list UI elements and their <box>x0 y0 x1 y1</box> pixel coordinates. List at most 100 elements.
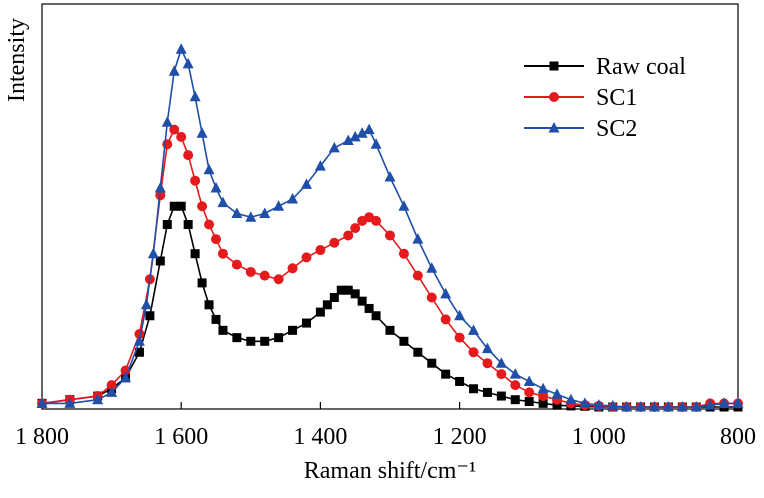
data-point-sc1 <box>217 248 228 259</box>
data-point-raw-coal <box>469 384 479 394</box>
data-point-raw-coal <box>329 293 339 302</box>
x-tick-label: 1 400 <box>293 424 347 450</box>
data-point-sc2 <box>210 182 222 193</box>
data-point-sc2 <box>245 211 257 222</box>
data-point-raw-coal <box>357 296 367 306</box>
data-point-sc2 <box>468 324 480 335</box>
data-point-sc2 <box>523 375 535 386</box>
y-axis-label: Intensity <box>4 18 30 102</box>
data-point-sc2 <box>259 207 271 219</box>
data-point-sc1 <box>301 252 312 263</box>
data-point-sc2 <box>196 127 208 138</box>
data-point-sc2 <box>537 382 549 394</box>
data-point-raw-coal <box>162 220 172 229</box>
data-point-sc2 <box>182 57 194 69</box>
data-point-sc2 <box>579 397 591 408</box>
data-point-sc2 <box>287 192 299 204</box>
data-point-sc1 <box>343 230 354 241</box>
data-point-raw-coal <box>455 376 465 386</box>
data-point-raw-coal <box>399 336 409 346</box>
data-point-sc1 <box>329 237 340 248</box>
data-point-sc2 <box>203 163 215 175</box>
data-point-sc2 <box>565 393 577 405</box>
data-point-raw-coal <box>190 249 200 259</box>
data-point-sc1 <box>190 175 201 186</box>
legend-swatch-marker <box>548 122 560 133</box>
data-point-sc1 <box>204 219 215 230</box>
x-tick-label: 1 000 <box>572 424 626 450</box>
data-point-raw-coal <box>246 336 256 346</box>
data-point-sc2 <box>147 247 159 259</box>
data-point-sc2 <box>648 401 660 412</box>
data-point-sc1 <box>440 314 451 325</box>
data-point-raw-coal <box>552 400 562 410</box>
data-point-raw-coal <box>427 358 437 368</box>
data-point-sc2 <box>732 397 744 408</box>
data-point-sc2 <box>328 141 340 153</box>
data-point-sc2 <box>154 182 166 193</box>
data-point-sc2 <box>161 116 173 127</box>
data-point-sc1 <box>412 270 423 281</box>
data-point-sc1 <box>350 223 361 234</box>
data-point-raw-coal <box>183 220 193 229</box>
data-point-sc1 <box>385 230 395 241</box>
data-point-sc2 <box>314 160 326 171</box>
data-point-raw-coal <box>145 311 155 321</box>
x-tick-label: 1 600 <box>154 424 208 450</box>
data-point-sc1 <box>211 234 221 245</box>
legend-swatch-marker <box>549 61 559 71</box>
data-point-sc2 <box>676 401 688 412</box>
data-point-raw-coal <box>371 311 381 321</box>
data-point-sc2 <box>36 397 48 408</box>
data-point-sc2 <box>370 138 382 149</box>
data-point-sc1 <box>106 380 117 391</box>
data-point-sc2 <box>718 397 730 408</box>
data-point-raw-coal <box>315 307 325 317</box>
data-point-raw-coal <box>301 318 311 328</box>
data-point-sc2 <box>106 386 118 397</box>
data-point-raw-coal <box>176 201 186 211</box>
data-point-raw-coal <box>322 300 332 310</box>
data-point-sc1 <box>468 347 479 358</box>
legend-item-raw-coal: Raw coal <box>524 54 686 80</box>
data-point-raw-coal <box>155 256 165 266</box>
data-point-sc2 <box>621 401 633 412</box>
data-point-sc1 <box>426 292 437 303</box>
data-point-sc1 <box>245 266 256 277</box>
data-point-sc1 <box>183 150 194 161</box>
x-axis: 1 800 1 600 1 400 1 200 1 000 800 <box>15 402 756 450</box>
legend-label: Raw coal <box>596 54 686 80</box>
data-point-sc2 <box>635 401 647 412</box>
data-point-sc2 <box>92 393 104 405</box>
data-point-raw-coal <box>169 201 179 211</box>
data-point-sc1 <box>371 215 382 226</box>
data-point-sc2 <box>551 388 563 399</box>
data-point-sc1 <box>169 124 180 135</box>
data-point-raw-coal <box>218 325 228 335</box>
data-point-sc1 <box>454 332 465 343</box>
data-point-raw-coal <box>510 395 520 405</box>
data-point-sc2 <box>509 368 521 379</box>
data-point-raw-coal <box>496 391 506 401</box>
data-point-raw-coal <box>343 285 353 295</box>
data-point-sc1 <box>496 369 507 380</box>
data-point-raw-coal <box>482 387 492 397</box>
data-point-sc1 <box>524 387 535 398</box>
data-point-sc2 <box>140 298 152 310</box>
data-point-raw-coal <box>538 398 548 408</box>
data-point-raw-coal <box>204 300 214 310</box>
data-point-sc2 <box>349 130 361 142</box>
data-point-sc2 <box>300 178 312 189</box>
data-point-sc2 <box>273 200 285 211</box>
data-point-sc2 <box>440 287 452 299</box>
data-point-sc2 <box>607 399 619 411</box>
legend: Raw coal SC1 SC2 <box>524 54 686 142</box>
data-point-sc1 <box>176 131 187 142</box>
data-point-sc2 <box>384 171 396 182</box>
data-point-sc2 <box>342 134 354 146</box>
data-point-sc2 <box>481 342 493 354</box>
data-point-raw-coal <box>288 325 298 335</box>
data-point-sc2 <box>168 65 180 76</box>
